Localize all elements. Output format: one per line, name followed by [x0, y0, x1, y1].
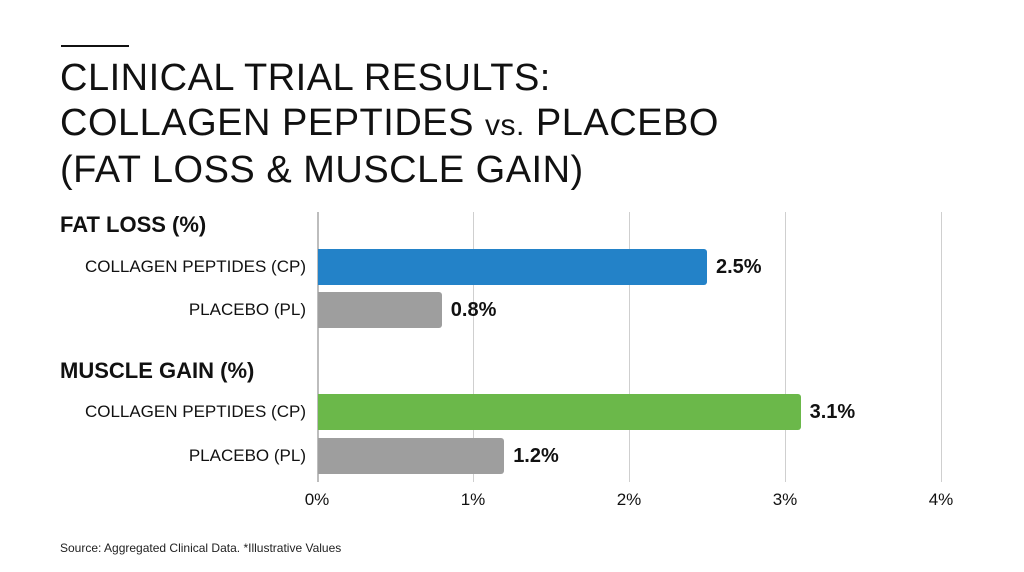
- gridline-3: [785, 212, 786, 482]
- plot-area: 2.5% 0.8% 3.1% 1.2%: [317, 212, 942, 482]
- bar-fat-loss-cp: [318, 249, 707, 285]
- title-line-3: (FAT LOSS & MUSCLE GAIN): [60, 149, 584, 191]
- category-label-fat-cp: COLLAGEN PEPTIDES (CP): [84, 257, 306, 276]
- x-tick-3: 3%: [772, 490, 798, 509]
- group-label-fat-loss: FAT LOSS (%): [60, 212, 207, 237]
- value-label-muscle-gain-cp: 3.1%: [809, 401, 856, 423]
- x-tick-0: 0%: [304, 490, 330, 509]
- title-vs: vs.: [485, 109, 525, 142]
- category-label-muscle-cp: COLLAGEN PEPTIDES (CP): [84, 402, 306, 421]
- title-line-1: CLINICAL TRIAL RESULTS:: [60, 57, 551, 99]
- x-tick-1: 1%: [460, 490, 486, 509]
- y-axis-line: [317, 212, 319, 482]
- title-line-2-part-a: COLLAGEN PEPTIDES: [60, 102, 486, 144]
- value-label-muscle-gain-pl: 1.2%: [513, 445, 559, 467]
- x-tick-4: 4%: [928, 490, 954, 509]
- gridline-4: [941, 212, 942, 482]
- category-label-fat-pl: PLACEBO (PL): [188, 300, 306, 319]
- bar-muscle-gain-cp: [318, 394, 801, 430]
- x-tick-2: 2%: [616, 490, 642, 509]
- gridline-1: [473, 212, 474, 482]
- title-line-2-part-c: PLACEBO: [524, 102, 719, 144]
- title-rule: [61, 45, 129, 47]
- category-label-muscle-pl: PLACEBO (PL): [188, 446, 306, 465]
- bar-muscle-gain-pl: [318, 438, 505, 474]
- gridline-2: [629, 212, 630, 482]
- bar-fat-loss-pl: [318, 292, 442, 328]
- group-label-muscle-gain: MUSCLE GAIN (%): [60, 358, 255, 383]
- value-label-fat-loss-cp: 2.5%: [716, 256, 762, 278]
- chart-title: CLINICAL TRIAL RESULTS: COLLAGEN PEPTIDE…: [60, 56, 719, 193]
- value-label-fat-loss-pl: 0.8%: [450, 299, 497, 321]
- source-note: Source: Aggregated Clinical Data. *Illus…: [60, 541, 342, 555]
- title-line-2: COLLAGEN PEPTIDES vs. PLACEBO: [60, 101, 719, 148]
